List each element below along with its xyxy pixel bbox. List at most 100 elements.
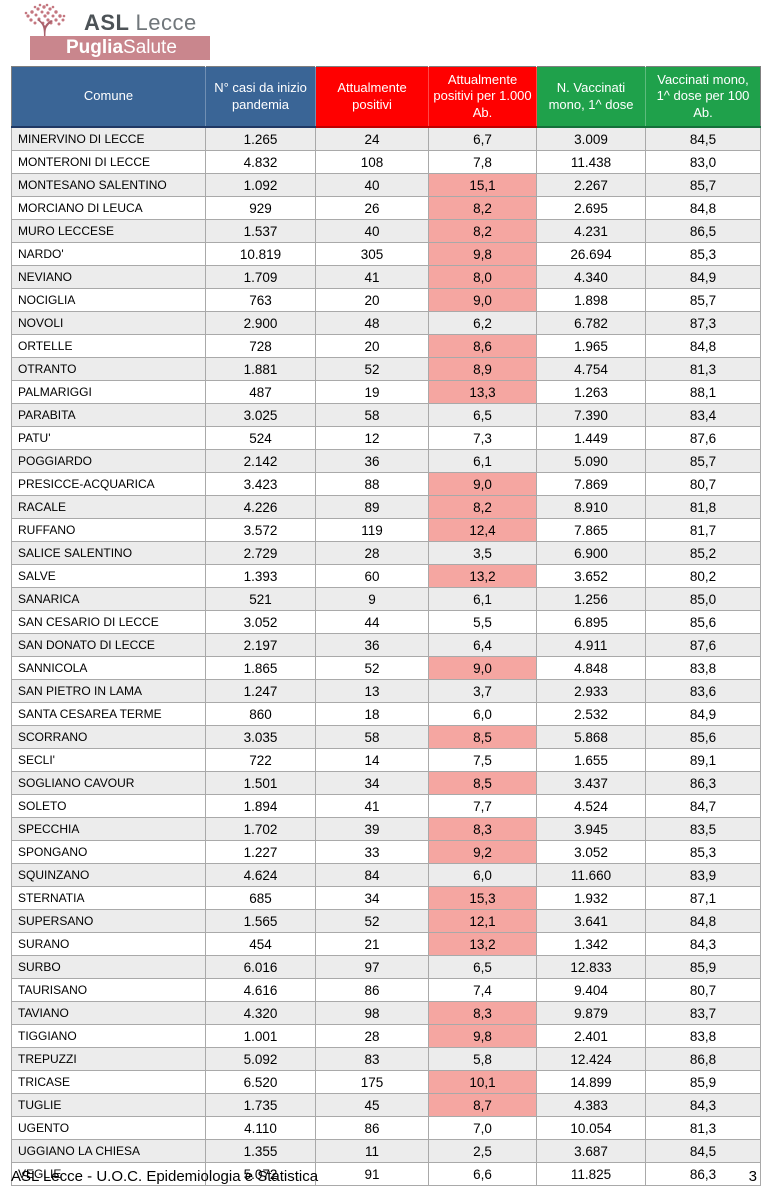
value-cell: 685 bbox=[205, 886, 316, 910]
value-cell: 84,9 bbox=[645, 702, 761, 726]
value-cell: 86 bbox=[315, 978, 429, 1002]
value-cell: 84,5 bbox=[645, 126, 761, 151]
value-cell: 1.263 bbox=[536, 380, 646, 404]
value-cell: 6,2 bbox=[428, 311, 537, 335]
value-cell: 2.729 bbox=[205, 541, 316, 565]
value-cell: 85,2 bbox=[645, 541, 761, 565]
value-cell: 88 bbox=[315, 472, 429, 496]
value-cell: 7,7 bbox=[428, 794, 537, 818]
value-cell: 8,2 bbox=[428, 219, 537, 243]
value-cell: 2.197 bbox=[205, 633, 316, 657]
value-cell: 48 bbox=[315, 311, 429, 335]
value-cell: 28 bbox=[315, 1024, 429, 1048]
value-cell: 52 bbox=[315, 909, 429, 933]
value-cell: 89,1 bbox=[645, 748, 761, 772]
value-cell: 85,3 bbox=[645, 242, 761, 266]
value-cell: 6,7 bbox=[428, 126, 537, 151]
value-cell: 728 bbox=[205, 334, 316, 358]
value-cell: 4.616 bbox=[205, 978, 316, 1002]
value-cell: 3.652 bbox=[536, 564, 646, 588]
comune-cell: SUPERSANO bbox=[11, 909, 206, 933]
value-cell: 305 bbox=[315, 242, 429, 266]
comune-cell: POGGIARDO bbox=[11, 449, 206, 473]
value-cell: 12.424 bbox=[536, 1047, 646, 1071]
table-row: RACALE 4.226 89 8,2 8.910 81,8 bbox=[11, 495, 761, 519]
comune-cell: NOCIGLIA bbox=[11, 288, 206, 312]
value-cell: 88,1 bbox=[645, 380, 761, 404]
table-row: SANNICOLA 1.865 52 9,0 4.848 83,8 bbox=[11, 656, 761, 680]
value-cell: 13,3 bbox=[428, 380, 537, 404]
value-cell: 4.231 bbox=[536, 219, 646, 243]
table-row: SUPERSANO 1.565 52 12,1 3.641 84,8 bbox=[11, 909, 761, 933]
value-cell: 81,8 bbox=[645, 495, 761, 519]
value-cell: 13,2 bbox=[428, 564, 537, 588]
comune-cell: SALICE SALENTINO bbox=[11, 541, 206, 565]
value-cell: 44 bbox=[315, 610, 429, 634]
value-cell: 1.001 bbox=[205, 1024, 316, 1048]
value-cell: 1.881 bbox=[205, 357, 316, 381]
table-row: TREPUZZI 5.092 83 5,8 12.424 86,8 bbox=[11, 1047, 761, 1071]
table-row: SURBO 6.016 97 6,5 12.833 85,9 bbox=[11, 955, 761, 979]
value-cell: 19 bbox=[315, 380, 429, 404]
value-cell: 26 bbox=[315, 196, 429, 220]
value-cell: 8,5 bbox=[428, 771, 537, 795]
table-row: UGENTO 4.110 86 7,0 10.054 81,3 bbox=[11, 1116, 761, 1140]
value-cell: 1.965 bbox=[536, 334, 646, 358]
value-cell: 2.142 bbox=[205, 449, 316, 473]
value-cell: 3,5 bbox=[428, 541, 537, 565]
header-attualmente-positivi: Attualmente positivi bbox=[315, 66, 429, 128]
value-cell: 83 bbox=[315, 1047, 429, 1071]
value-cell: 8,9 bbox=[428, 357, 537, 381]
value-cell: 521 bbox=[205, 587, 316, 611]
value-cell: 5,8 bbox=[428, 1047, 537, 1071]
value-cell: 4.226 bbox=[205, 495, 316, 519]
table-row: TRICASE 6.520 175 10,1 14.899 85,9 bbox=[11, 1070, 761, 1094]
value-cell: 1.932 bbox=[536, 886, 646, 910]
table-row: TIGGIANO 1.001 28 9,8 2.401 83,8 bbox=[11, 1024, 761, 1048]
value-cell: 1.265 bbox=[205, 126, 316, 151]
value-cell: 8,5 bbox=[428, 725, 537, 749]
comune-cell: OTRANTO bbox=[11, 357, 206, 381]
table-row: POGGIARDO 2.142 36 6,1 5.090 85,7 bbox=[11, 449, 761, 473]
value-cell: 2.532 bbox=[536, 702, 646, 726]
value-cell: 18 bbox=[315, 702, 429, 726]
value-cell: 87,1 bbox=[645, 886, 761, 910]
comune-cell: PARABITA bbox=[11, 403, 206, 427]
table-row: MONTERONI DI LECCE 4.832 108 7,8 11.438 83,0 bbox=[11, 150, 761, 174]
value-cell: 83,0 bbox=[645, 150, 761, 174]
value-cell: 58 bbox=[315, 403, 429, 427]
value-cell: 12,1 bbox=[428, 909, 537, 933]
value-cell: 85,3 bbox=[645, 840, 761, 864]
covid-comuni-table: Comune N° casi da inizio pandemia Attual… bbox=[11, 66, 761, 1186]
comune-cell: STERNATIA bbox=[11, 886, 206, 910]
table-row: SPONGANO 1.227 33 9,2 3.052 85,3 bbox=[11, 840, 761, 864]
value-cell: 80,2 bbox=[645, 564, 761, 588]
comune-cell: VEGLIE bbox=[11, 1162, 206, 1186]
comune-cell: SALVE bbox=[11, 564, 206, 588]
comune-cell: SAN DONATO DI LECCE bbox=[11, 633, 206, 657]
value-cell: 3.641 bbox=[536, 909, 646, 933]
value-cell: 7,5 bbox=[428, 748, 537, 772]
value-cell: 40 bbox=[315, 173, 429, 197]
value-cell: 11 bbox=[315, 1139, 429, 1163]
value-cell: 108 bbox=[315, 150, 429, 174]
value-cell: 6,1 bbox=[428, 587, 537, 611]
value-cell: 9,2 bbox=[428, 840, 537, 864]
comune-cell: TRICASE bbox=[11, 1070, 206, 1094]
value-cell: 7,4 bbox=[428, 978, 537, 1002]
comune-cell: SOLETO bbox=[11, 794, 206, 818]
value-cell: 5.090 bbox=[536, 449, 646, 473]
value-cell: 2.933 bbox=[536, 679, 646, 703]
value-cell: 1.898 bbox=[536, 288, 646, 312]
comune-cell: PALMARIGGI bbox=[11, 380, 206, 404]
value-cell: 1.449 bbox=[536, 426, 646, 450]
value-cell: 85,7 bbox=[645, 173, 761, 197]
footer-text: ASL Lecce - U.O.C. Epidemiologia e Stati… bbox=[11, 1168, 319, 1185]
value-cell: 7,3 bbox=[428, 426, 537, 450]
table-row: NEVIANO 1.709 41 8,0 4.340 84,9 bbox=[11, 265, 761, 289]
value-cell: 1.865 bbox=[205, 656, 316, 680]
value-cell: 85,9 bbox=[645, 955, 761, 979]
asl-lecce-logo: ASL Lecce PugliaSalute bbox=[20, 2, 280, 62]
value-cell: 1.655 bbox=[536, 748, 646, 772]
value-cell: 21 bbox=[315, 932, 429, 956]
